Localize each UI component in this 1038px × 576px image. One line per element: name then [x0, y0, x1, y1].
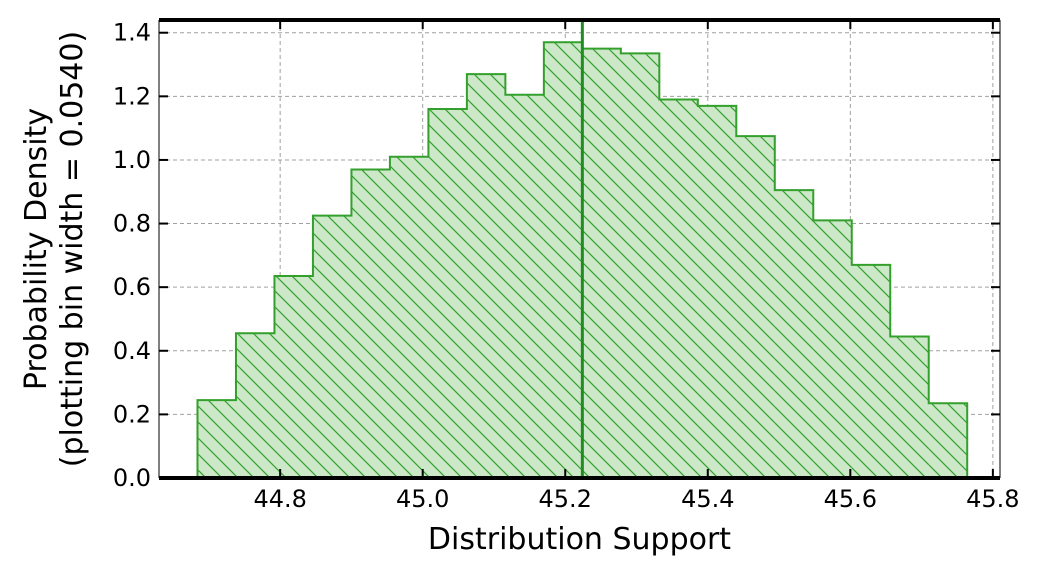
- y-axis-label-line2: (plotting bin width = 0.0540): [55, 31, 90, 467]
- histogram-bar-hatch-16: [813, 220, 853, 478]
- histogram-bar-hatch-1: [235, 333, 275, 478]
- y-tick-label-2: 0.4: [113, 337, 151, 365]
- histogram-bar-hatch-15: [774, 190, 814, 478]
- x-tick-label-1: 45.0: [396, 485, 449, 513]
- histogram-bar-hatch-14: [736, 136, 776, 478]
- y-axis-label: Probability Density (plotting bin width …: [19, 31, 90, 467]
- histogram-bar-hatch-11: [620, 53, 660, 478]
- histogram-bar-hatch-6: [428, 109, 468, 479]
- histogram-bar-hatch-18: [890, 336, 930, 478]
- x-tick-label-5: 45.8: [966, 485, 1019, 513]
- histogram-bar-hatch-3: [312, 215, 352, 478]
- y-tick-label-6: 1.2: [113, 82, 151, 110]
- x-tick-label-4: 45.6: [824, 485, 877, 513]
- x-tick-label-0: 44.8: [253, 485, 306, 513]
- histogram-bar-hatch-7: [466, 74, 506, 478]
- y-tick-label-7: 1.4: [113, 19, 151, 47]
- y-tick-label-4: 0.8: [113, 210, 151, 238]
- x-axis-ticks: 44.8 45.0 45.2 45.4 45.6 45.8: [253, 20, 1020, 513]
- histogram-bar-hatch-4: [351, 169, 391, 478]
- y-tick-label-5: 1.0: [113, 146, 151, 174]
- histogram-bar-hatch-9: [543, 42, 583, 479]
- histogram-bar-hatch-0: [197, 400, 237, 478]
- x-tick-label-2: 45.2: [539, 485, 592, 513]
- y-tick-label-1: 0.2: [113, 400, 151, 428]
- histogram-bar-hatch-5: [389, 156, 429, 478]
- y-axis-label-line1: Probability Density: [19, 108, 54, 390]
- y-tick-label-0: 0.0: [113, 464, 151, 492]
- histogram-bar-hatch-17: [851, 264, 891, 478]
- x-tick-label-3: 45.4: [681, 485, 734, 513]
- histogram-bar-hatch-19: [928, 403, 968, 478]
- y-axis-ticks: 0.0 0.2 0.4 0.6 0.8 1.0 1.2 1.4: [113, 19, 1000, 492]
- histogram-bars: [197, 42, 968, 479]
- y-tick-label-3: 0.6: [113, 273, 151, 301]
- x-axis-label: Distribution Support: [428, 522, 731, 557]
- histogram-bar-hatch-2: [274, 276, 314, 478]
- histogram-bar-hatch-13: [697, 105, 737, 478]
- histogram-bar-hatch-12: [659, 99, 699, 478]
- histogram-bar-hatch-10: [582, 48, 622, 478]
- histogram-bar-hatch-8: [505, 94, 545, 479]
